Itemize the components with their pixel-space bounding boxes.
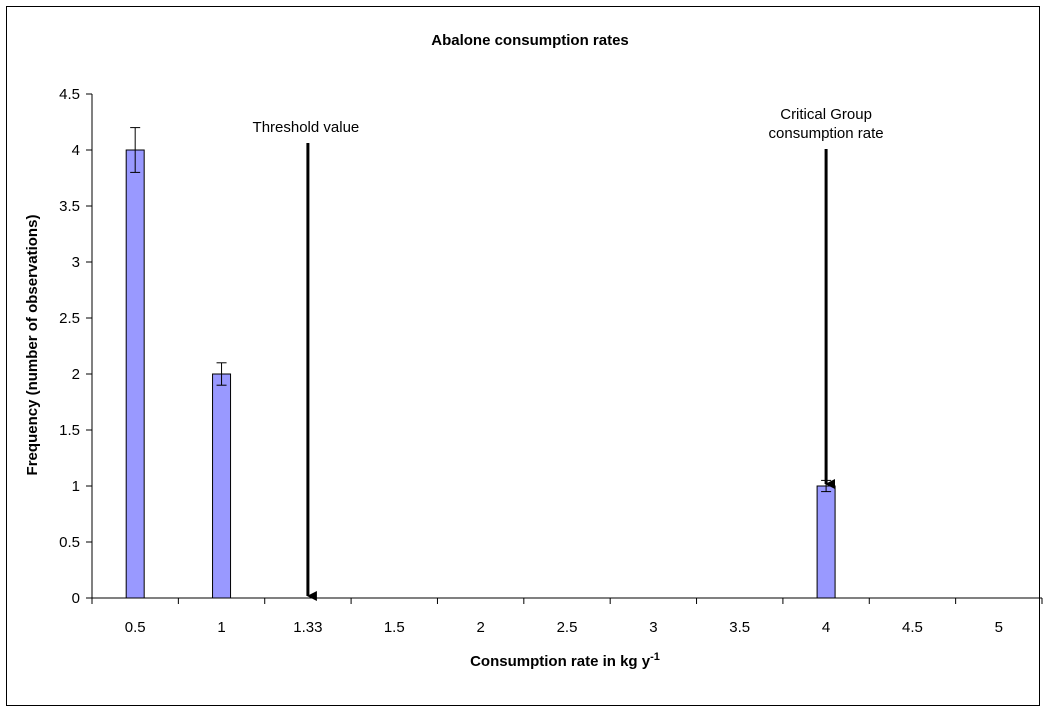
y-tick-label: 0.5 [59, 534, 80, 551]
bar [212, 373, 232, 599]
annotation-label: consumption rate [769, 125, 884, 142]
x-tick-label: 4.5 [902, 619, 923, 636]
y-tick-label: 3 [72, 254, 80, 271]
y-axis-title: Frequency (number of observations) [24, 215, 41, 476]
x-tick-label: 3 [649, 619, 657, 636]
y-tick-label: 1.5 [59, 422, 80, 439]
y-tick-label: 2.5 [59, 310, 80, 327]
y-tick-label: 4.5 [59, 86, 80, 103]
x-axis-title: Consumption rate in kg y-1 [470, 651, 660, 670]
x-tick-label: 0.5 [125, 619, 146, 636]
x-axis-title-text: Consumption rate in kg y [470, 653, 651, 670]
y-tick-label: 3.5 [59, 198, 80, 215]
x-tick-label: 1.33 [293, 619, 322, 636]
x-tick-label: 2 [476, 619, 484, 636]
chart-frame [6, 6, 1040, 706]
annotation-label: Threshold value [253, 119, 360, 136]
y-tick-label: 1 [72, 478, 80, 495]
chart-title: Abalone consumption rates [431, 32, 629, 49]
bar [816, 485, 836, 599]
x-tick-label: 1.5 [384, 619, 405, 636]
x-tick-label: 5 [995, 619, 1003, 636]
y-tick-label: 4 [72, 142, 80, 159]
y-tick-label: 2 [72, 366, 80, 383]
x-axis-title-superscript: -1 [650, 651, 660, 663]
x-tick-label: 1 [217, 619, 225, 636]
x-tick-label: 3.5 [729, 619, 750, 636]
bar [125, 149, 145, 599]
y-tick-label: 0 [72, 590, 80, 607]
x-tick-label: 4 [822, 619, 830, 636]
x-tick-label: 2.5 [557, 619, 578, 636]
annotation-label: Critical Group [780, 106, 872, 123]
